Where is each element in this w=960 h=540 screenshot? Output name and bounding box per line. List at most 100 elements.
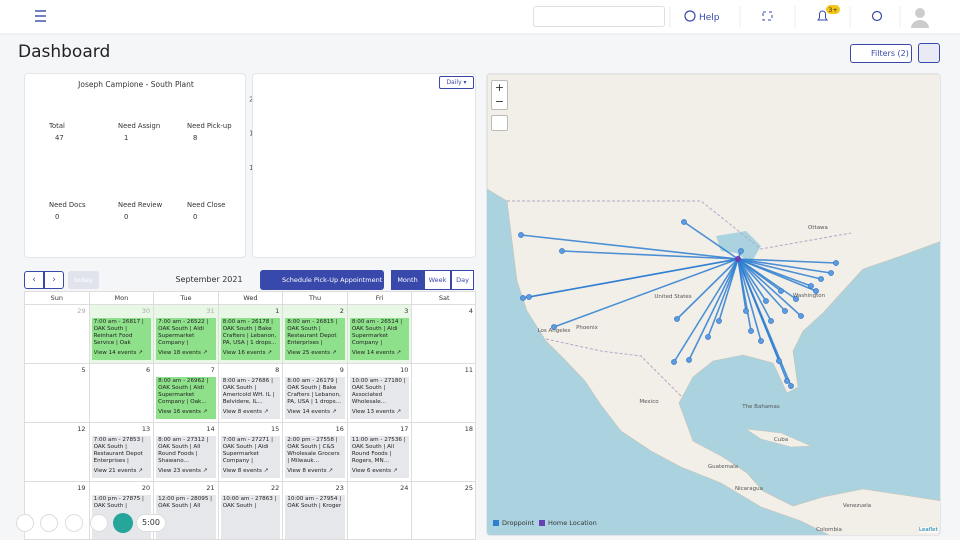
event-text: 7:00 am - 26817 | OAK South | Reinhart F… [93,319,144,346]
event[interactable]: 7:00 am - 27853 | OAK South | Restaurant… [91,436,152,478]
chat-icon [871,10,883,22]
map[interactable]: Ottawa United States Washington Phoenix Los … [487,74,941,536]
day-number: 4 [468,307,473,315]
droppoint [526,294,532,300]
droppoint [748,328,754,334]
event[interactable]: 8:00 am - 27686 | OAK South | Americold … [220,377,281,419]
event[interactable]: 12:00 pm - 28095 | OAK South | All [156,495,216,539]
stat: Need Close 0 [187,199,243,223]
day-cell: 16 2:00 pm - 27558 | OAK South | C&S Whol… [283,423,348,482]
event[interactable]: 10:00 am - 27954 | OAK South | Kroger [285,495,345,539]
event-text: 8:00 am - 27686 | OAK South | Americold … [222,378,275,405]
confirm-button[interactable] [113,513,133,533]
event[interactable]: 7:00 am - 26522 | OAK South | Aldi Super… [156,318,216,360]
day-cell: 3 8:00 am - 26514 | OAK South | Aldi Supe… [347,305,413,364]
event-text: 7:00 am - 27853 | OAK South | Restaurant… [93,437,144,464]
more-link[interactable]: View 14 events ↗ [287,409,337,415]
day-number: 18 [464,425,473,433]
legend-label: Home Location [548,518,597,527]
event-text: 2:00 pm - 27558 | OAK South | C&S Wholes… [287,437,340,464]
view-button[interactable]: Day [451,270,474,290]
day-cell: 31 7:00 am - 26522 | OAK South | Aldi Sup… [154,305,219,364]
more-link[interactable]: View 23 events ↗ [158,468,208,474]
more-link[interactable]: View 16 events ↗ [158,409,208,415]
droppoint [828,270,834,276]
event[interactable]: 8:00 am - 26815 | OAK South | Restaurant… [285,318,345,360]
droppoint [686,357,692,363]
droppoint [674,316,680,322]
event[interactable]: 8:00 am - 26178 | OAK South | Bake Craft… [220,318,281,360]
event-text: 8:00 am - 26514 | OAK South | Aldi Super… [351,319,403,346]
home-location [735,256,741,262]
schedule-button[interactable]: Schedule Pick-Up Appointment [260,270,384,290]
more-link[interactable]: View 21 events ↗ [93,468,143,474]
more-link[interactable]: View 14 events ↗ [351,350,402,356]
day-cell: 24 [348,482,413,539]
more-link[interactable]: View 18 events ↗ [158,350,208,356]
event[interactable]: 8:00 am - 26179 | OAK South | Bake Craft… [285,377,345,419]
event[interactable]: 7:00 am - 26817 | OAK South | Reinhart F… [91,318,152,360]
zoom-control[interactable]: +− [491,80,508,110]
view-button[interactable]: Month [391,270,424,290]
route [737,258,822,280]
event[interactable]: 8:00 am - 27312 | OAK South | All Round … [156,436,216,478]
route [737,258,817,292]
day-number: 22 [270,484,280,492]
calendar-title: September 2021 [175,275,243,284]
next-button[interactable]: › [44,271,64,289]
droppoint [782,308,788,314]
tool-button[interactable] [16,514,34,532]
place-label: Ottawa [808,225,828,231]
place-label: Cuba [774,437,788,443]
place-label: Guatemala [708,464,738,470]
layout-button[interactable] [918,43,940,63]
search-box[interactable] [533,6,665,27]
today-button[interactable]: today [68,271,99,289]
prev-button[interactable]: ‹ [24,271,44,289]
day-number: 5 [81,366,86,374]
day-cell: 23 10:00 am - 27954 | OAK South | Kroger [283,482,348,539]
day-cell: 14 8:00 am - 27312 | OAK South | All Roun… [154,423,219,482]
weekday: Sun [25,292,90,305]
day-number: 8 [275,366,280,374]
stat-label: Need Close [187,201,226,209]
event-text: 1:00 pm - 27875 | OAK South | [93,496,144,509]
event-text: 10:00 am - 27180 | OAK South | Associate… [351,378,406,405]
stats-card: Joseph Campione - South Plant [24,73,246,258]
event[interactable]: 8:00 am - 26514 | OAK South | Aldi Super… [349,318,410,360]
more-link[interactable]: View 25 events ↗ [287,350,337,356]
fit-control[interactable] [491,115,508,131]
legend-label: Droppoint [502,518,535,527]
day-number: 11 [464,366,473,374]
event[interactable]: 11:00 am - 27536 | OAK South | All Round… [349,436,410,478]
period-dropdown[interactable]: Daily ▾ [439,76,474,89]
more-link[interactable]: View 13 events ↗ [351,409,402,415]
more-link[interactable]: View 8 events ↗ [222,409,269,415]
more-link[interactable]: View 16 events ↗ [222,350,272,356]
route [737,258,752,332]
route [737,258,762,342]
day-cell: 25 [412,482,475,539]
tool-button[interactable] [40,514,58,532]
day-number: 17 [400,425,409,433]
event[interactable]: 8:00 am - 26962 | OAK South | Aldi Super… [156,377,216,419]
page-title: Dashboard [18,42,111,62]
place-label: The Bahamas [741,404,780,410]
droppoint [813,288,819,294]
event[interactable]: 2:00 pm - 27558 | OAK South | C&S Wholes… [285,436,345,478]
view-button[interactable]: Week [424,270,451,290]
more-link[interactable]: View 8 events ↗ [287,468,333,474]
tool-button[interactable] [90,514,108,532]
more-link[interactable]: View 6 events ↗ [351,468,398,474]
event[interactable]: 10:00 am - 27863 | OAK South | [220,495,281,539]
event[interactable]: 7:00 am - 27271 | OAK South | Aldi Super… [220,436,281,478]
filters-button[interactable]: Filters (2) [850,44,912,63]
droppoint [705,334,711,340]
droppoint [738,248,744,254]
day-cell: 18 [412,423,475,482]
event[interactable]: 10:00 am - 27180 | OAK South | Associate… [349,377,410,419]
more-link[interactable]: View 8 events ↗ [222,468,269,474]
droppoint [520,295,526,301]
tool-button[interactable] [65,514,83,532]
more-link[interactable]: View 14 events ↗ [93,350,143,356]
